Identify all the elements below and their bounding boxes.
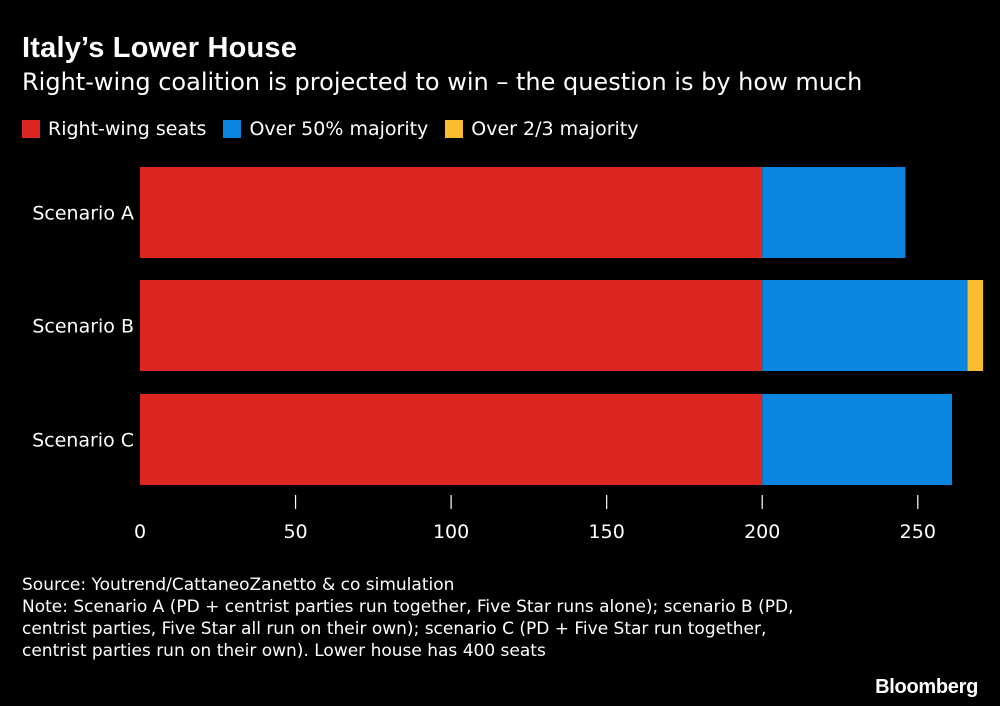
category-label: Scenario A: [32, 203, 134, 225]
legend-label-right-wing: Right-wing seats: [48, 118, 207, 140]
category-label: Scenario B: [32, 316, 134, 338]
category-label: Scenario C: [32, 430, 134, 452]
legend-item-over-50: Over 50% majority: [223, 118, 428, 140]
x-tick-label: 0: [134, 521, 146, 543]
legend-item-right-wing: Right-wing seats: [22, 118, 206, 140]
legend-swatch-right-wing: [22, 120, 40, 138]
x-tick-label: 200: [744, 521, 780, 543]
source-note: Source: Youtrend/CattaneoZanetto & co si…: [22, 575, 455, 595]
bar-segment: [140, 280, 763, 371]
bar-segment: [762, 167, 906, 258]
bar-segment: [140, 167, 763, 258]
bar-segment: [762, 280, 968, 371]
x-tick-label: 150: [589, 521, 625, 543]
bar-segment: [140, 394, 763, 485]
legend-swatch-over-two-thirds: [445, 120, 464, 138]
chart-subtitle: Right-wing coalition is projected to win…: [22, 68, 863, 96]
x-tick-label: 100: [433, 521, 469, 543]
chart-footer: Source: Youtrend/CattaneoZanetto & co si…: [22, 574, 822, 662]
legend-label-over-50: Over 50% majority: [249, 118, 429, 140]
legend: Right-wing seats Over 50% majority Over …: [22, 118, 656, 140]
bar-chart: Scenario A Scenario B Scenario C 0 50 100 150 2…: [32, 167, 984, 543]
bloomberg-logo: Bloomberg: [875, 676, 978, 698]
methodology-note: Note: Scenario A (PD + centrist parties …: [22, 597, 794, 661]
legend-swatch-over-50: [223, 120, 242, 138]
bar-segment: [967, 280, 984, 371]
x-tick-label: 250: [900, 521, 936, 543]
chart-title: Italy’s Lower House: [22, 32, 298, 64]
legend-item-over-two-thirds: Over 2/3 majority: [445, 118, 639, 140]
legend-label-over-two-thirds: Over 2/3 majority: [471, 118, 639, 140]
bar-segment: [762, 394, 952, 485]
x-tick-label: 50: [283, 521, 307, 543]
